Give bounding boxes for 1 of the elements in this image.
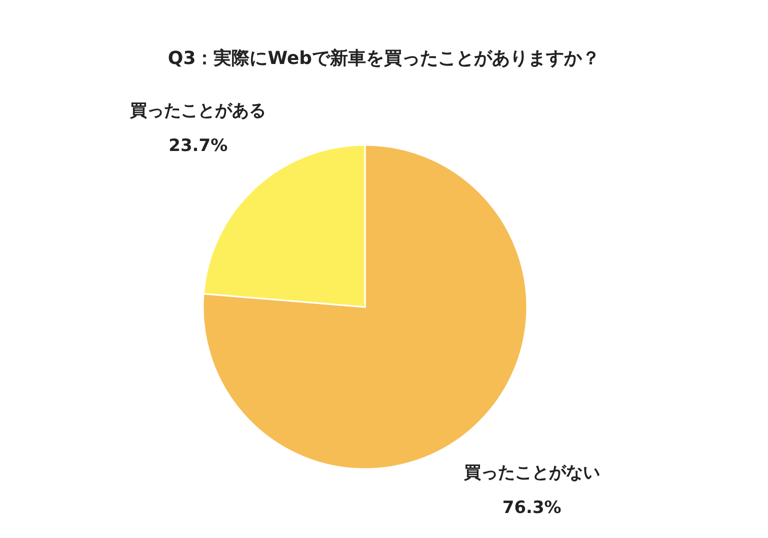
title: Q3：実際にWebで新車を買ったことがありますか？ [168, 48, 600, 69]
